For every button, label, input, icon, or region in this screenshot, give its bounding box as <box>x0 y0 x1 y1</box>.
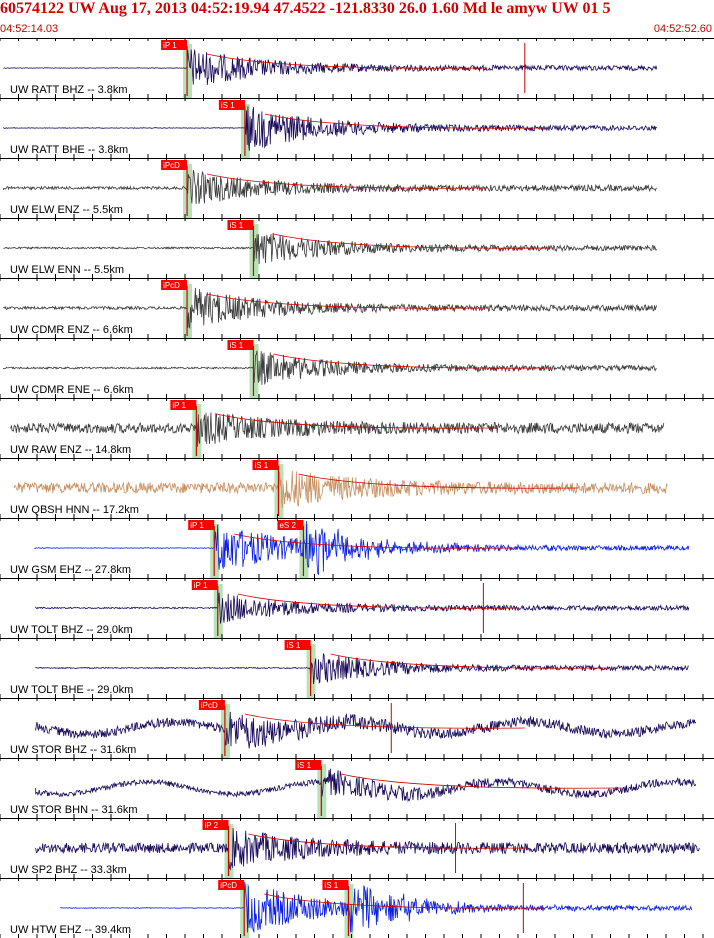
trace-label: UW HTW EHZ -- 39.4km <box>10 924 131 936</box>
coda-curve <box>206 53 488 69</box>
pick-flag[interactable]: iP 1 <box>191 580 218 590</box>
coda-curve <box>298 473 579 489</box>
pick-label: iS 1 <box>229 341 243 350</box>
coda-curve <box>216 413 497 429</box>
trace-label: UW TOLT BHE -- 29.0km <box>10 684 133 696</box>
pick-label: iP 1 <box>163 41 177 50</box>
coda-curve <box>330 653 611 669</box>
start-time: 04:52:14.03 <box>0 23 59 35</box>
pick-flag[interactable]: iPcD <box>218 880 245 890</box>
pick-flag[interactable]: iS 1 <box>295 760 322 770</box>
coda-curve <box>341 773 622 789</box>
end-time: 04:52:52.60 <box>653 23 712 35</box>
waveform-trace <box>3 232 658 265</box>
pick-flag[interactable]: iP 1 <box>161 40 188 50</box>
pick-flag[interactable]: iPcD <box>161 160 188 170</box>
pick-label: iS 1 <box>254 461 268 470</box>
trace-labels: UW RATT BHZ -- 3.8km UW RATT BHE -- 3.8km… <box>10 84 139 936</box>
pick-label: iP 1 <box>190 521 204 530</box>
waveform-trace <box>35 653 689 685</box>
trace-label: UW QBSH HNN -- 17.2km <box>10 504 139 516</box>
pick-flag[interactable]: iS 1 <box>252 460 279 470</box>
coda-curve <box>248 833 529 849</box>
pick-label: eS 2 <box>279 521 296 530</box>
event-title: 60574122 UW Aug 17, 2013 04:52:19.94 47.… <box>0 0 611 17</box>
coda-curve <box>273 233 554 249</box>
waveform-trace <box>3 169 657 205</box>
header: 60574122 UW Aug 17, 2013 04:52:19.94 47.… <box>0 0 714 38</box>
trace-label: UW SP2 BHZ -- 33.3km <box>10 864 127 876</box>
waveform-trace <box>35 711 697 749</box>
waveform-trace <box>3 287 658 330</box>
waveform-trace <box>10 412 665 447</box>
pick-flag[interactable]: iS 1 <box>218 100 245 110</box>
coda-curve <box>206 293 488 309</box>
pick-label: iS 1 <box>297 761 311 770</box>
trace-label: UW RAW ENZ -- 14.8km <box>10 444 131 456</box>
pick-label: iPcD <box>201 701 218 710</box>
coda-curve <box>264 113 545 129</box>
trace-label: UW ELW ENN -- 5.5km <box>10 264 124 276</box>
coda-curve <box>244 713 525 729</box>
trace-label: UW CDMR ENE -- 6.6km <box>10 384 133 396</box>
pick-flag[interactable]: iP 1 <box>170 400 197 410</box>
pick-label: iPcD <box>220 881 237 890</box>
coda-curve <box>234 533 515 549</box>
trace-label: UW ELW ENZ -- 5.5km <box>10 204 123 216</box>
waveform-trace <box>35 768 697 803</box>
coda-curve <box>264 893 545 909</box>
pick-label: iS 1 <box>229 221 243 230</box>
waveform-trace <box>35 827 700 871</box>
seismogram-panel[interactable]: UW RATT BHZ -- 3.8km UW RATT BHE -- 3.8km… <box>0 38 714 938</box>
pick-label: iPcD <box>163 281 180 290</box>
traces <box>3 43 700 934</box>
trace-label: UW GSM EHZ -- 27.8km <box>10 564 131 576</box>
pick-flag[interactable]: iS 1 <box>227 220 254 230</box>
waveform-trace <box>3 350 657 385</box>
pick-flag[interactable]: iPcD <box>161 280 188 290</box>
pick-label: iP 1 <box>194 581 208 590</box>
pick-flag[interactable]: iS 1 <box>227 340 254 350</box>
coda-curve <box>206 173 488 189</box>
pick-label: iS 1 <box>287 641 301 650</box>
pick-flag-secondary[interactable]: eS 2 <box>277 520 304 530</box>
trace-label: UW STOR BHZ -- 31.6km <box>10 744 136 756</box>
trace-label: UW RATT BHZ -- 3.8km <box>10 84 128 96</box>
pick-flags: iP 1 iS 1 iPcD iS 1 iPcD iS 1 iP 1 iS 1 iP 1 eS 2… <box>161 40 350 936</box>
pick-flag[interactable]: iP 2 <box>202 820 229 830</box>
waveform-trace <box>13 470 668 508</box>
waveform-trace <box>60 881 693 934</box>
grid-lines <box>0 38 714 938</box>
pick-flag[interactable]: iS 1 <box>284 640 311 650</box>
trace-label: UW TOLT BHZ -- 29.0km <box>10 624 133 636</box>
pick-label: iP 2 <box>204 821 218 830</box>
pick-label: iP 1 <box>172 401 186 410</box>
waveform-trace <box>3 106 658 151</box>
pick-flag[interactable]: iPcD <box>198 700 225 710</box>
pick-flag-secondary[interactable]: iS 1 <box>322 880 349 890</box>
pick-label: iS 1 <box>221 101 235 110</box>
trace-label: UW RATT BHE -- 3.8km <box>10 144 128 156</box>
pick-label: iS 1 <box>324 881 338 890</box>
waveform-trace <box>35 592 690 624</box>
trace-label: UW CDMR ENZ -- 6.6km <box>10 324 133 336</box>
pick-flag[interactable]: iP 1 <box>188 520 215 530</box>
coda-curve <box>237 593 518 609</box>
coda-curve <box>273 353 554 369</box>
waveform-trace <box>33 520 690 576</box>
trace-label: UW STOR BHN -- 31.6km <box>10 804 138 816</box>
waveform-trace <box>3 49 658 85</box>
pick-label: iPcD <box>163 161 180 170</box>
